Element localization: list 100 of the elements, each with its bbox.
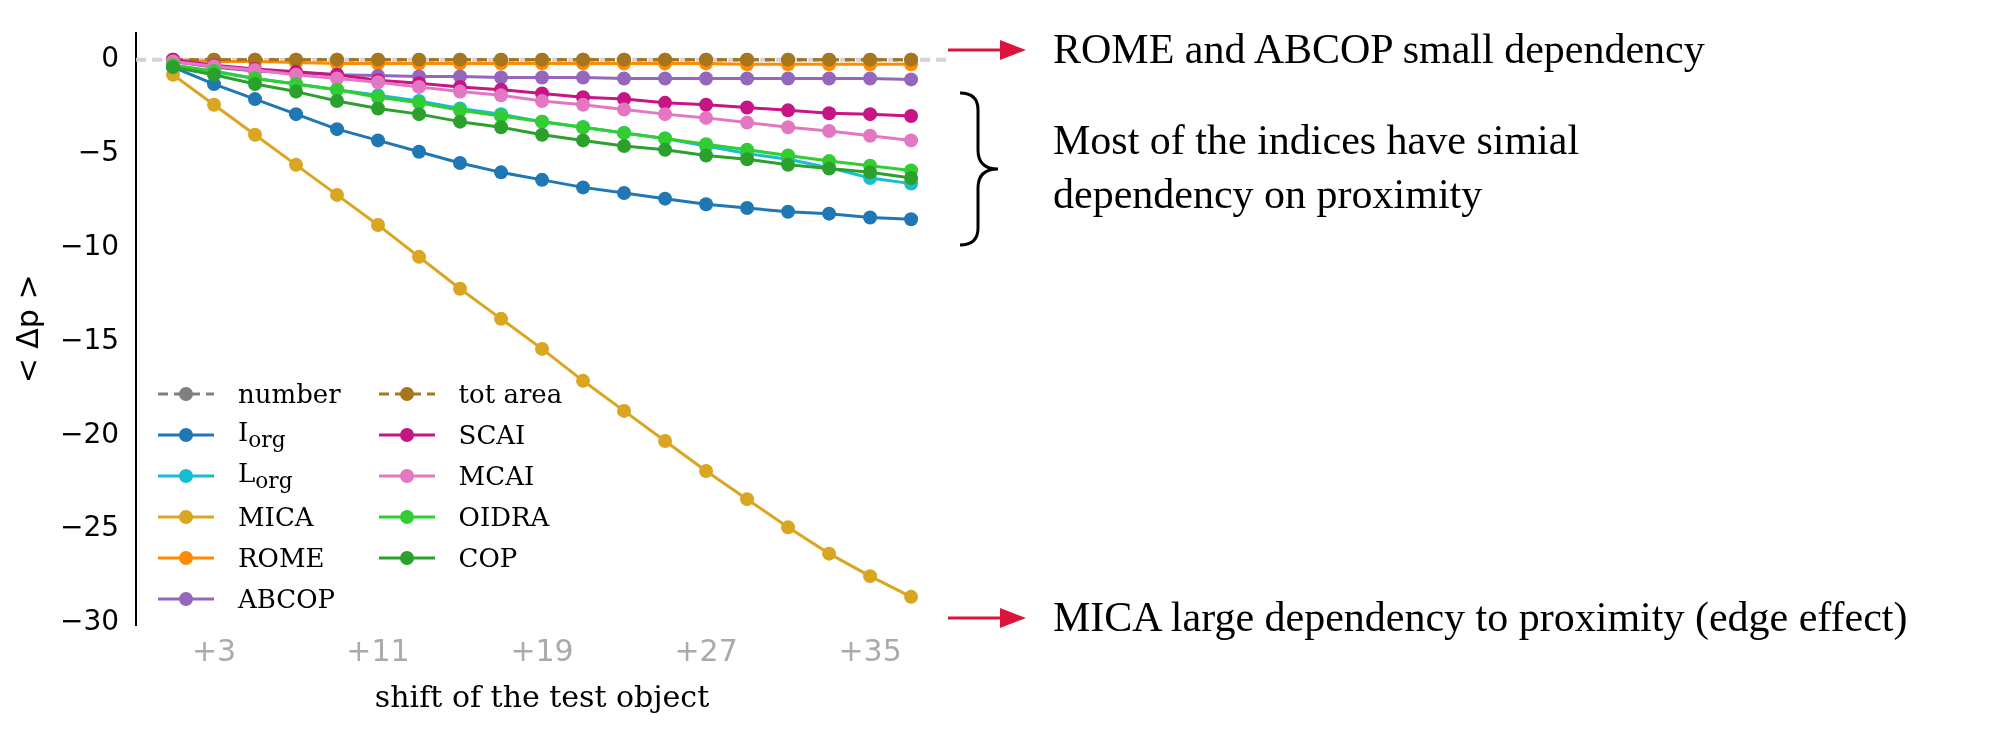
x-tick-label: +19 [510,632,574,668]
point [863,165,878,180]
point [576,70,591,85]
point [494,165,509,180]
point [494,70,509,85]
point [617,139,632,154]
point [248,127,263,142]
point [904,133,919,148]
point [699,71,714,86]
y-tick-label: −10 [60,228,120,262]
x-axis-title: shift of the test object [374,678,710,714]
point [781,103,796,118]
point [617,403,632,418]
point [371,217,386,232]
point [535,341,550,356]
point [863,107,878,122]
legend-label: I$_{org}$ [238,416,286,453]
legend-label: ABCOP [238,583,336,614]
point [740,100,755,115]
point [822,71,837,86]
point [658,107,673,122]
point [822,546,837,561]
point [453,155,468,170]
legend-label: ROME [238,542,325,573]
point [330,71,345,86]
point [658,71,673,86]
point [781,120,796,135]
point [330,93,345,108]
point [904,589,919,604]
point [412,144,427,159]
point [781,520,796,535]
point [781,71,796,86]
point [863,128,878,143]
legend-label: MICA [238,501,314,532]
point [412,107,427,122]
point [248,77,263,92]
y-tick-label: 0 [101,40,120,74]
point [535,93,550,108]
point [289,157,304,172]
legend-label: tot area [458,378,563,409]
point [658,433,673,448]
point [822,206,837,221]
point [576,97,591,112]
y-tick-label: −30 [60,604,120,638]
y-tick-label: −15 [60,322,120,356]
point [699,197,714,212]
text: Most of the indices have simial dependency on proximity [1053,116,1581,219]
point [740,115,755,130]
point [781,204,796,219]
point [617,102,632,117]
point [617,71,632,86]
point [494,88,509,103]
point [863,210,878,225]
point [658,142,673,157]
point [617,186,632,201]
point [699,110,714,125]
y-tick-label: −5 [77,134,120,168]
x-tick-label: +35 [838,632,902,668]
point [576,133,591,148]
point [822,106,837,121]
point [371,101,386,116]
point [453,281,468,296]
point [535,127,550,142]
point [535,172,550,187]
point [904,170,919,185]
point [904,212,919,227]
text: MICA large dependency to proximity (edge effect) [1053,593,1909,642]
legend-label: L$_{org}$ [238,457,293,494]
legend-label: MCAI [458,460,535,491]
point [576,180,591,195]
point [740,492,755,507]
x-tick-label: +27 [674,632,738,668]
point [699,148,714,163]
point [904,72,919,87]
y-axis-title: < Δp > [9,274,45,384]
point [658,191,673,206]
legend-label: SCAI [458,419,526,450]
point [453,84,468,99]
point [453,114,468,129]
point [740,201,755,216]
point [289,107,304,122]
point [248,92,263,107]
legend-label: number [238,378,341,409]
point [904,109,919,124]
point [494,120,509,135]
point [740,71,755,86]
point [535,70,550,85]
point [822,124,837,139]
point [494,311,509,326]
point [576,373,591,388]
x-tick-label: +3 [191,632,237,668]
point [330,187,345,202]
y-tick-label: −20 [60,416,120,450]
point [699,463,714,478]
point [289,84,304,99]
point [863,71,878,86]
text: ROME and ABCOP small dependency [1053,25,1705,74]
y-tick-label: −25 [60,510,120,544]
point [330,122,345,137]
point [371,133,386,148]
